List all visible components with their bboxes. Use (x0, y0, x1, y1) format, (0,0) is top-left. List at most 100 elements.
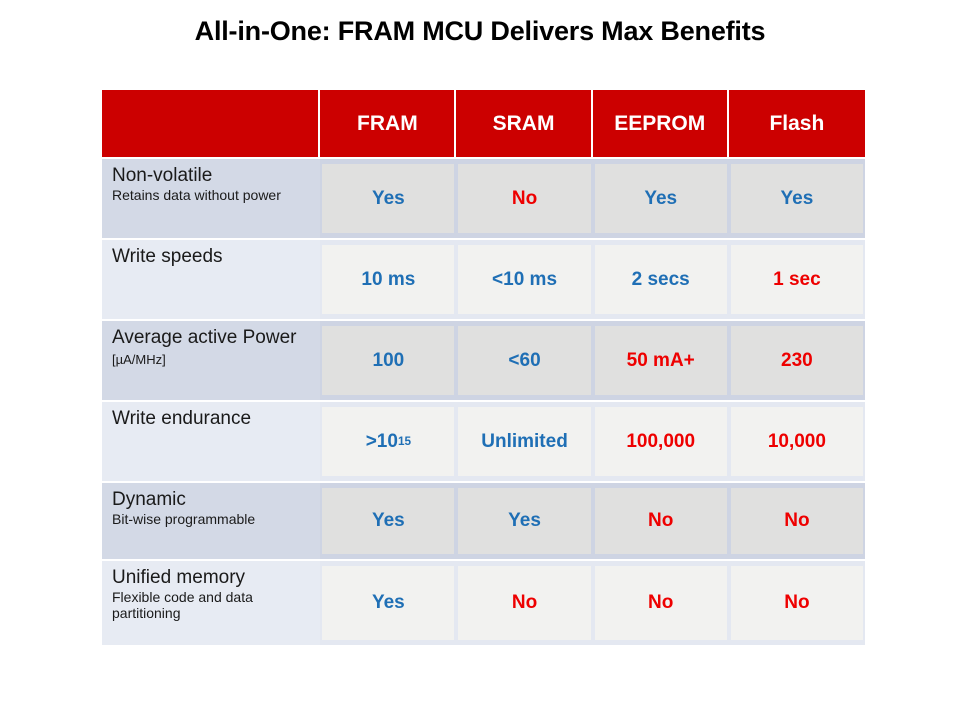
value-cell: Yes (320, 481, 457, 559)
value-cell: 10,000 (728, 400, 865, 481)
row-label-subtitle: Flexible code and data partitioning (112, 589, 253, 622)
table-row: Dynamic Bit-wise programmable Yes Yes No No (102, 481, 865, 559)
value-tile: 2 secs (594, 245, 727, 314)
row-label-cell: Write speeds (102, 238, 321, 319)
row-label-text: Write endurance (112, 408, 252, 429)
value-tile: No (594, 566, 727, 640)
value-text: 100,000 (626, 430, 696, 452)
value-text: No (648, 592, 674, 613)
value-text: No (784, 510, 810, 531)
value-cell: 100,000 (592, 400, 729, 481)
value-cell: No (456, 157, 593, 238)
value-text: No (784, 592, 810, 613)
value-tile: 1 sec (730, 245, 863, 314)
value-text: No (511, 187, 538, 209)
row-label-unit: [µA/MHz] (112, 352, 166, 368)
value-text: No (511, 592, 538, 613)
value-cell: Yes (320, 157, 457, 238)
page-title: All-in-One: FRAM MCU Delivers Max Benefi… (194, 16, 766, 46)
value-tile: Unlimited (458, 407, 591, 476)
value-cell: No (728, 481, 865, 559)
value-cell: <60 (456, 319, 593, 400)
value-cell: Yes (728, 157, 865, 238)
row-label-subtitle: Retains data without power (112, 187, 281, 204)
value-tile: 10,000 (730, 407, 863, 476)
table-row: Average active Power [µA/MHz] 100 <60 50 mA… (102, 319, 865, 400)
table-row: Write endurance >10 15 Unlimited 100,000 10,0… (102, 400, 865, 481)
value-tile: Yes (730, 164, 863, 233)
value-text: 2 secs (631, 268, 690, 290)
value-tile: No (594, 488, 727, 554)
value-text: 230 (781, 349, 813, 371)
value-text: No (648, 510, 674, 531)
value-tile: Yes (322, 566, 455, 640)
value-cell: Yes (456, 481, 593, 559)
column-header-sram: SRAM (456, 90, 593, 157)
value-cell: <10 ms (456, 238, 593, 319)
value-cell: No (592, 559, 729, 645)
row-label-text: Write speeds (112, 246, 223, 267)
value-text: 1 sec (773, 268, 821, 290)
value-text: <10 ms (492, 268, 558, 290)
row-label-cell: Average active Power [µA/MHz] (102, 319, 321, 400)
memory-comparison-table: FRAM SRAM EEPROM Flash Non-volatile Retai… (102, 90, 865, 645)
value-text: Unlimited (481, 430, 568, 452)
value-tile: Yes (458, 488, 591, 554)
value-cell: >10 15 (320, 400, 457, 481)
value-text: Yes (371, 510, 405, 531)
value-text: Yes (371, 592, 405, 613)
value-tile: 230 (730, 326, 863, 395)
value-cell: Yes (320, 559, 457, 645)
table-header-row: FRAM SRAM EEPROM Flash (102, 90, 865, 157)
value-tile: 10 ms (322, 245, 455, 314)
value-cell: 100 (320, 319, 457, 400)
value-text: 100 (372, 349, 405, 371)
column-header-flash: Flash (728, 90, 865, 157)
row-label-cell: Unified memory Flexible code and data par… (102, 559, 321, 645)
row-label-text: Non-volatile (112, 165, 213, 186)
value-cell: No (456, 559, 593, 645)
table-row: Unified memory Flexible code and data par… (102, 559, 865, 645)
value-text: 10,000 (767, 430, 826, 452)
value-text: Yes (644, 187, 678, 209)
value-text: <60 (508, 349, 541, 371)
value-text: 50 mA+ (626, 349, 695, 371)
value-tile: No (730, 566, 863, 640)
row-label-text: Average active Power [µA/MHz] (112, 327, 297, 368)
table-corner-cell (102, 90, 321, 157)
column-header-fram: FRAM (320, 90, 457, 157)
table-row: Non-volatile Retains data without power Ye… (102, 157, 865, 238)
value-tile: No (730, 488, 863, 554)
row-label-text: Dynamic (112, 489, 186, 510)
value-text: 10 ms (361, 268, 416, 290)
value-cell: 2 secs (592, 238, 729, 319)
value-cell: 10 ms (320, 238, 457, 319)
table-body: Non-volatile Retains data without power Ye… (102, 157, 865, 645)
table-row: Write speeds 10 ms <10 ms 2 secs 1 sec (102, 238, 865, 319)
row-label-cell: Write endurance (102, 400, 321, 481)
value-tile: 100,000 (594, 407, 727, 476)
row-label-subtitle: Bit-wise programmable (112, 511, 256, 528)
value-tile: Yes (322, 164, 455, 233)
value-cell: 50 mA+ (592, 319, 729, 400)
value-cell: 1 sec (728, 238, 865, 319)
value-text: Yes (371, 187, 405, 209)
value-cell: No (728, 559, 865, 645)
value-tile: <60 (458, 326, 591, 395)
value-tile: 100 (322, 326, 455, 395)
value-tile: No (458, 164, 591, 233)
value-tile: Yes (594, 164, 727, 233)
value-cell: Unlimited (456, 400, 593, 481)
value-tile: <10 ms (458, 245, 591, 314)
value-tile: No (458, 566, 591, 640)
value-tile: >10 15 (322, 407, 455, 476)
row-label-cell: Dynamic Bit-wise programmable (102, 481, 321, 559)
row-label-text: Unified memory (112, 567, 246, 588)
column-header-eeprom: EEPROM (592, 90, 729, 157)
value-tile: 50 mA+ (594, 326, 727, 395)
value-cell: No (592, 481, 729, 559)
value-cell: 230 (728, 319, 865, 400)
value-text: Yes (780, 187, 814, 209)
value-cell: Yes (592, 157, 729, 238)
value-text: >10 (365, 430, 398, 452)
